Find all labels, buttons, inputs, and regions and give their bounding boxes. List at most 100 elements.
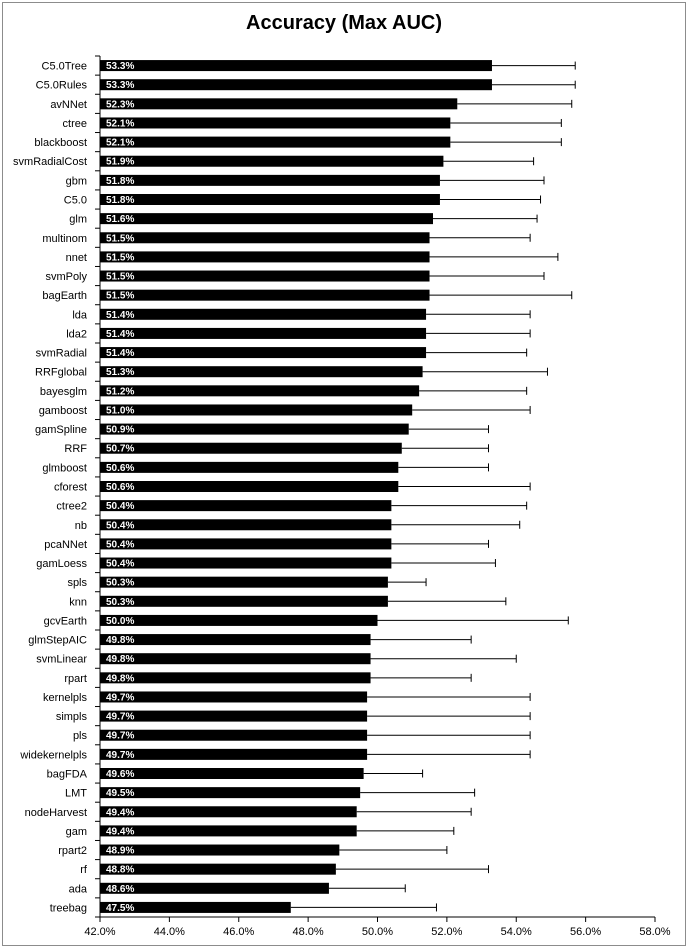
category-label: rpart <box>64 673 87 685</box>
category-label: spls <box>67 577 87 589</box>
bar <box>100 289 430 301</box>
bar <box>100 423 409 435</box>
value-label: 49.5% <box>106 788 134 799</box>
category-label: ctree2 <box>56 501 87 513</box>
value-label: 51.5% <box>106 233 134 244</box>
bar <box>100 787 361 799</box>
category-label: lda2 <box>66 328 87 340</box>
value-label: 47.5% <box>106 903 134 914</box>
bar <box>100 863 336 875</box>
value-label: 50.4% <box>106 501 134 512</box>
bar <box>100 98 458 110</box>
chart-title: Accuracy (Max AUC) <box>246 12 442 34</box>
category-label: RRF <box>64 443 87 455</box>
value-label: 50.6% <box>106 463 134 474</box>
category-label: ctree <box>63 118 87 130</box>
category-label: nodeHarvest <box>25 807 87 819</box>
category-label: bayesglm <box>40 386 87 398</box>
bar <box>100 844 340 856</box>
category-label: kernelpls <box>43 692 88 704</box>
value-label: 49.4% <box>106 807 134 818</box>
value-label: 50.6% <box>106 482 134 493</box>
category-label: avNNet <box>50 99 87 111</box>
category-label: pls <box>73 730 88 742</box>
category-label: blackboost <box>34 137 87 149</box>
value-label: 51.8% <box>106 195 134 206</box>
category-label: gam <box>66 826 87 838</box>
value-label: 48.8% <box>106 865 134 876</box>
bar <box>100 748 368 760</box>
error-bars-layer <box>290 61 576 912</box>
bar <box>100 136 451 148</box>
category-label: C5.0Tree <box>42 61 87 73</box>
value-label: 52.1% <box>106 138 134 149</box>
category-label: glmStepAIC <box>28 635 87 647</box>
value-label: 51.9% <box>106 157 134 168</box>
category-label: rf <box>80 864 88 876</box>
value-label: 51.0% <box>106 405 134 416</box>
category-label: bagFDA <box>47 769 88 781</box>
category-label: lda <box>72 309 88 321</box>
bar <box>100 653 371 665</box>
bar <box>100 519 392 531</box>
bar <box>100 404 413 416</box>
category-label: nb <box>75 520 87 532</box>
x-tick-label: 46.0% <box>223 926 254 938</box>
value-label: 49.8% <box>106 635 134 646</box>
bar <box>100 461 399 473</box>
bar <box>100 442 402 454</box>
axes-layer: 42.0% 44.0% 46.0% 48.0% 50.0% 52.0% 54.0% 56.0%… <box>84 55 671 938</box>
category-label: treebag <box>50 902 87 914</box>
category-label: bagEarth <box>42 290 87 302</box>
x-tick-label: 56.0% <box>570 926 601 938</box>
value-label: 49.7% <box>106 712 134 723</box>
category-label: svmRadial <box>36 348 87 360</box>
x-tick-label: 58.0% <box>639 926 670 938</box>
category-label: C5.0Rules <box>36 80 88 92</box>
value-label: 51.4% <box>106 329 134 340</box>
bar <box>100 538 392 550</box>
category-label: multinom <box>42 233 87 245</box>
value-label: 51.5% <box>106 291 134 302</box>
bar <box>100 614 378 626</box>
value-label: 51.6% <box>106 214 134 225</box>
category-label: rpart2 <box>58 845 87 857</box>
value-label: 50.0% <box>106 616 134 627</box>
value-label: 51.8% <box>106 176 134 187</box>
bar <box>100 710 368 722</box>
x-tick-label: 52.0% <box>431 926 462 938</box>
category-label: ada <box>69 883 88 895</box>
value-label: 53.3% <box>106 80 134 91</box>
value-labels-layer: 53.3% 53.3% 52.3% 52.1% 52.1% 51.9% 51.8% 51.8%… <box>106 61 134 914</box>
bar <box>100 194 440 205</box>
value-label: 50.3% <box>106 597 134 608</box>
category-label: svmLinear <box>36 654 87 666</box>
bar <box>100 213 433 225</box>
category-label: gamLoess <box>36 558 87 570</box>
category-label: gamboost <box>39 405 87 417</box>
x-tick-label: 54.0% <box>501 926 532 938</box>
bar <box>100 729 368 741</box>
bar <box>100 672 371 684</box>
value-label: 51.2% <box>106 386 134 397</box>
bar <box>100 595 388 607</box>
value-label: 52.3% <box>106 99 134 110</box>
category-label: gamSpline <box>35 424 87 436</box>
value-label: 49.7% <box>106 692 134 703</box>
category-label: simpls <box>56 711 88 723</box>
category-label: svmRadialCost <box>13 156 87 168</box>
value-label: 48.9% <box>106 846 134 857</box>
category-label: pcaNNet <box>44 539 87 551</box>
value-label: 49.8% <box>106 673 134 684</box>
bar <box>100 79 492 91</box>
category-label: glmboost <box>42 462 87 474</box>
value-label: 51.5% <box>106 272 134 283</box>
value-label: 49.7% <box>106 750 134 761</box>
value-label: 50.4% <box>106 520 134 531</box>
bars-layer <box>100 60 492 913</box>
value-label: 51.4% <box>106 348 134 359</box>
bar <box>100 251 430 263</box>
category-label: knn <box>69 596 87 608</box>
x-tick-label: 50.0% <box>362 926 393 938</box>
